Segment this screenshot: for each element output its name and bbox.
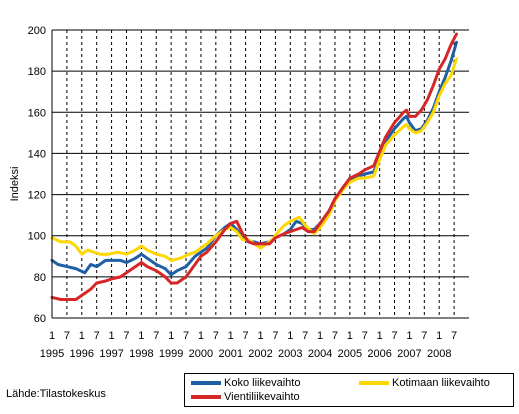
x-month-label: 1	[317, 330, 323, 342]
y-axis-label: Indeksi	[9, 167, 21, 202]
x-month-label: 1	[138, 330, 144, 342]
x-month-label: 7	[272, 330, 278, 342]
y-tick-label: 200	[28, 25, 46, 37]
legend-swatch-kotimaan	[359, 381, 389, 385]
x-month-label: 1	[287, 330, 293, 342]
x-year-label: 2006	[367, 348, 391, 360]
x-year-label: 1995	[40, 348, 64, 360]
y-tick-label: 160	[28, 107, 46, 119]
x-year-label: 2000	[189, 348, 213, 360]
chart-series-group	[50, 32, 458, 301]
x-month-label: 7	[213, 330, 219, 342]
legend-item-kotimaan: Kotimaan liikevaihto	[359, 377, 490, 389]
x-month-label: 1	[79, 330, 85, 342]
x-month-label: 7	[302, 330, 308, 342]
x-year-label: 2003	[278, 348, 302, 360]
x-month-label: 7	[94, 330, 100, 342]
legend-item-vienti: Vientiliikevaihto	[191, 391, 300, 403]
chart-axes	[51, 30, 469, 319]
x-month-label: 1	[257, 330, 263, 342]
y-tick-label: 180	[28, 66, 46, 78]
x-year-label: 2001	[218, 348, 242, 360]
x-month-label: 7	[123, 330, 129, 342]
x-year-label: 1996	[70, 348, 94, 360]
x-year-label: 2002	[248, 348, 272, 360]
x-year-label: 1998	[129, 348, 153, 360]
y-tick-label: 100	[28, 231, 46, 243]
y-tick-label: 60	[34, 313, 46, 325]
x-month-label: 7	[243, 330, 249, 342]
x-month-label: 1	[109, 330, 115, 342]
y-tick-label: 120	[28, 190, 46, 202]
legend-label-kotimaan: Kotimaan liikevaihto	[392, 377, 490, 389]
x-month-label: 7	[362, 330, 368, 342]
chart-grid	[52, 29, 469, 318]
y-tick-labels: 60 80 100 120 140 160 180 200	[28, 25, 46, 325]
x-month-label: 7	[64, 330, 70, 342]
chart-legend: Koko liikevaihto Kotimaan liikevaihto Vi…	[184, 373, 514, 407]
x-month-label: 1	[168, 330, 174, 342]
x-month-label: 7	[421, 330, 427, 342]
source-note: Lähde:Tilastokeskus	[6, 388, 106, 400]
x-month-label: 1	[347, 330, 353, 342]
x-year-label: 2005	[338, 348, 362, 360]
series-line-kotimaan	[50, 57, 458, 262]
x-month-label: 1	[49, 330, 55, 342]
x-month-label: 7	[153, 330, 159, 342]
x-month-label: 1	[436, 330, 442, 342]
legend-item-koko: Koko liikevaihto	[191, 377, 300, 389]
legend-swatch-koko	[191, 381, 221, 385]
x-year-label: 1997	[99, 348, 123, 360]
x-month-label: 1	[406, 330, 412, 342]
series-line-koko	[50, 40, 458, 277]
x-month-label: 7	[391, 330, 397, 342]
x-year-label: 2008	[427, 348, 451, 360]
x-year-label: 2004	[308, 348, 332, 360]
y-tick-label: 80	[34, 272, 46, 284]
y-tick-label: 140	[28, 148, 46, 160]
x-month-label: 1	[228, 330, 234, 342]
x-month-label: 1	[377, 330, 383, 342]
legend-swatch-vienti	[191, 395, 221, 399]
series-line-vienti	[50, 32, 458, 301]
x-month-label: 7	[451, 330, 457, 342]
legend-label-vienti: Vientiliikevaihto	[224, 391, 300, 403]
legend-label-koko: Koko liikevaihto	[224, 377, 301, 389]
x-month-label: 7	[183, 330, 189, 342]
x-year-label: 2007	[397, 348, 421, 360]
x-month-label: 7	[332, 330, 338, 342]
x-month-label: 1	[198, 330, 204, 342]
x-year-label: 1999	[159, 348, 183, 360]
